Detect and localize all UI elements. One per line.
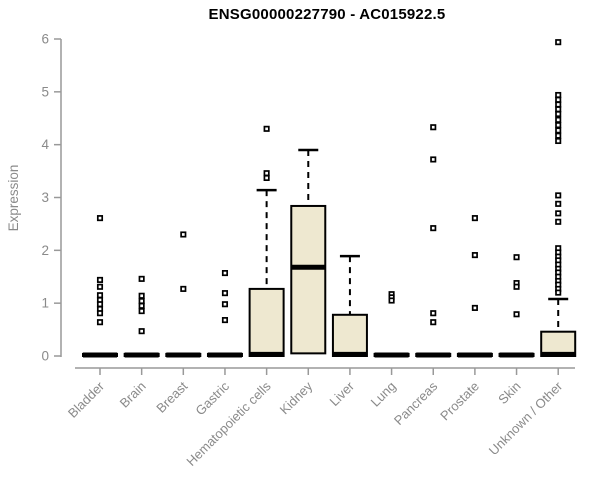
y-tick-label: 0	[41, 349, 49, 364]
outlier-point	[138, 275, 145, 282]
boxplot-liver	[331, 254, 368, 358]
outlier-point	[555, 96, 562, 103]
outlier-point	[138, 308, 145, 315]
outlier-point	[221, 301, 229, 308]
x-category-label: Gastric	[192, 378, 232, 418]
outlier-point	[263, 170, 270, 177]
y-tick-label: 4	[41, 137, 49, 152]
boxplot-breast	[165, 231, 202, 358]
box	[331, 313, 368, 358]
outlier-point	[513, 311, 520, 318]
outlier-point	[388, 297, 395, 304]
outlier-point	[555, 200, 562, 207]
outlier-point	[138, 302, 145, 309]
outlier-point	[513, 283, 520, 290]
boxplot-hematopoietic-cells	[248, 125, 285, 357]
boxplot-kidney	[290, 148, 327, 355]
boxplot-lung	[373, 291, 410, 358]
outlier-point	[555, 110, 562, 118]
outlier-point	[555, 91, 562, 99]
outlier-point	[138, 298, 145, 305]
y-tick-label: 5	[41, 84, 49, 99]
outlier-point	[96, 276, 104, 283]
outlier-point	[430, 156, 437, 163]
y-tick-label: 3	[41, 190, 49, 205]
outlier-point	[555, 106, 562, 113]
outlier-point	[555, 210, 562, 217]
outlier-point	[96, 301, 104, 308]
outlier-point	[263, 174, 270, 182]
boxplot-brain	[123, 275, 160, 358]
boxplot-pancreas	[415, 124, 452, 358]
x-category-label: Kidney	[277, 378, 316, 417]
outlier-point	[430, 225, 437, 232]
outlier-point	[221, 290, 229, 297]
outlier-point	[555, 218, 562, 225]
x-category-label: Breast	[153, 378, 190, 415]
x-category-label: Bladder	[65, 378, 108, 421]
boxplot-gastric	[206, 270, 243, 358]
outlier-point	[555, 137, 562, 145]
outlier-point	[96, 310, 104, 317]
outlier-point	[96, 215, 104, 222]
x-category-label: Unknown / Other	[486, 378, 566, 458]
boxplot-prostate	[456, 215, 493, 358]
box	[248, 287, 285, 357]
outlier-point	[180, 285, 187, 292]
x-category-label: Lung	[368, 379, 399, 410]
boxplot-skin	[498, 254, 535, 358]
chart-title: ENSG00000227790 - AC015922.5	[208, 6, 446, 23]
outlier-point	[180, 231, 187, 238]
outlier-point	[513, 254, 520, 261]
outlier-point	[555, 127, 562, 134]
y-tick-label: 1	[41, 296, 49, 311]
x-category-label: Skin	[495, 379, 523, 407]
outlier-point	[138, 292, 145, 299]
outlier-point	[555, 116, 562, 123]
outlier-point	[555, 101, 562, 108]
outlier-point	[555, 132, 562, 139]
outlier-point	[96, 319, 104, 326]
outlier-point	[555, 122, 562, 129]
x-category-label: Prostate	[437, 379, 482, 424]
boxplot-unknown-other	[540, 39, 577, 358]
outlier-point	[430, 310, 437, 317]
outlier-point	[96, 292, 104, 299]
outlier-point	[138, 328, 145, 335]
outlier-point	[263, 125, 270, 132]
outlier-point	[221, 270, 229, 277]
outlier-point	[430, 319, 437, 326]
outlier-point	[430, 124, 437, 131]
x-category-label: Liver	[327, 378, 358, 409]
outlier-point	[221, 317, 229, 324]
y-tick-label: 2	[41, 243, 49, 258]
outlier-point	[555, 39, 562, 46]
outlier-point	[555, 192, 562, 199]
outlier-point	[471, 304, 478, 311]
outlier-point	[96, 283, 104, 290]
x-category-label: Brain	[117, 379, 149, 411]
outlier-point	[555, 289, 562, 296]
outlier-point	[471, 215, 478, 222]
box	[290, 204, 327, 355]
x-category-label: Pancreas	[391, 378, 441, 428]
y-tick-label: 6	[41, 32, 49, 47]
boxplot-bladder	[82, 215, 118, 358]
outlier-point	[471, 252, 478, 259]
